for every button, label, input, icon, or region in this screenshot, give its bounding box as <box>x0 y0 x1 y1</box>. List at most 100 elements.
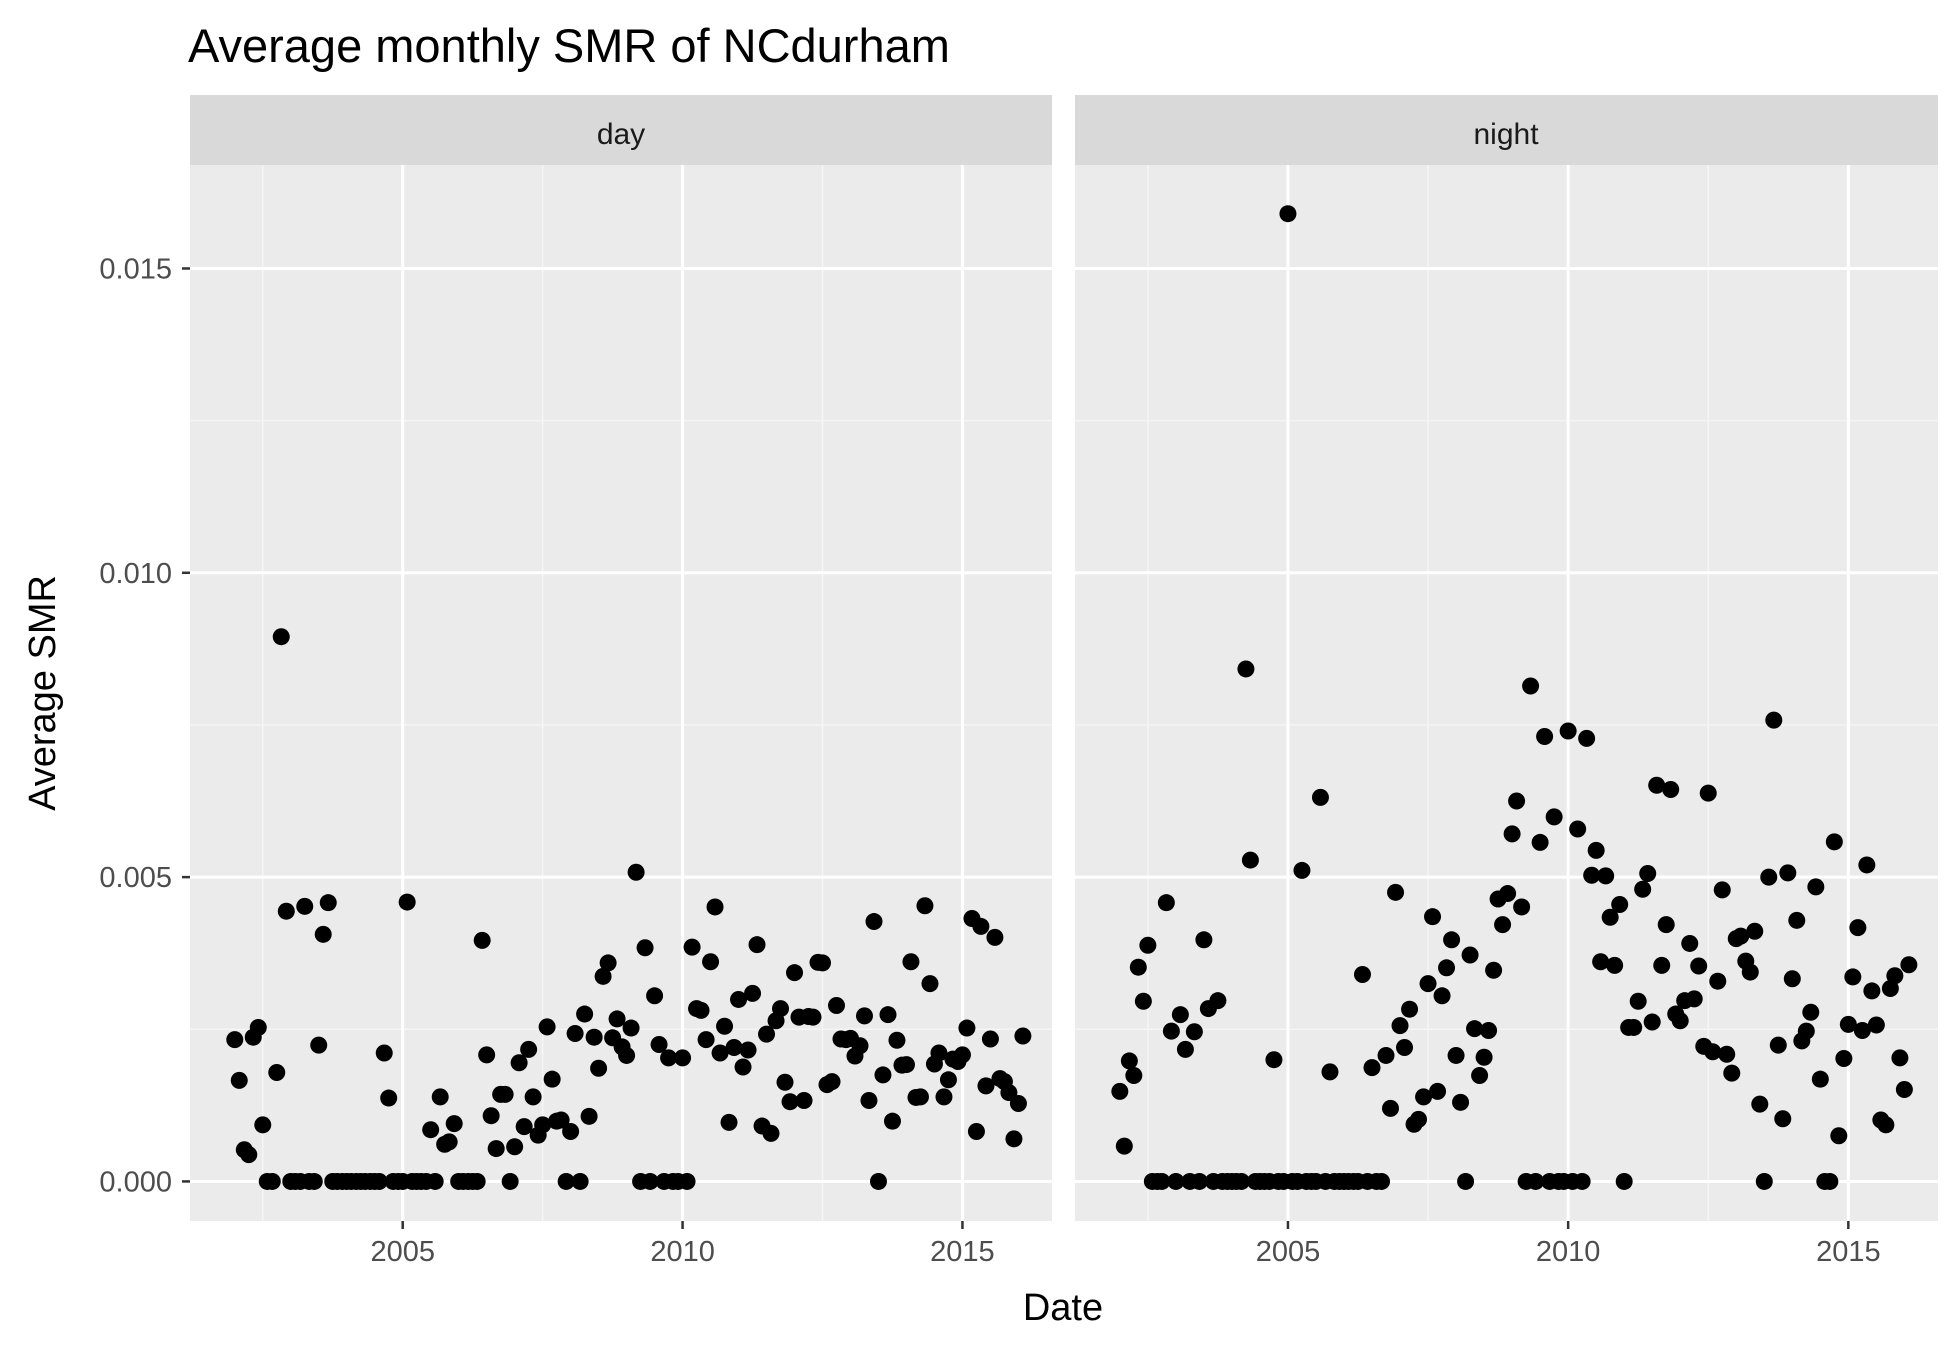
data-point <box>874 1066 892 1084</box>
data-point <box>1415 1088 1433 1106</box>
data-point <box>851 1037 869 1055</box>
data-point <box>869 1172 887 1190</box>
data-point <box>314 925 332 943</box>
y-tick-label: 0.000 <box>99 1166 172 1198</box>
data-point <box>1237 660 1255 678</box>
data-point <box>398 893 416 911</box>
data-point <box>1639 864 1657 882</box>
data-point <box>897 1056 915 1074</box>
data-point <box>1452 1093 1470 1111</box>
data-point <box>1000 1084 1018 1102</box>
data-point <box>468 1172 486 1190</box>
data-point <box>520 1040 538 1058</box>
data-point <box>1741 963 1759 981</box>
data-point <box>263 1172 281 1190</box>
data-point <box>1134 992 1152 1010</box>
data-point <box>1396 1039 1414 1057</box>
data-point <box>1485 961 1503 979</box>
x-tick-label: 2015 <box>930 1236 995 1268</box>
data-point <box>967 1123 985 1141</box>
x-tick-label: 2010 <box>650 1236 715 1268</box>
data-point <box>562 1123 580 1141</box>
facet-strip-night <box>1075 95 1938 165</box>
data-point <box>744 984 762 1002</box>
data-point <box>1601 908 1619 926</box>
data-point <box>1573 1172 1591 1190</box>
data-point <box>1265 1051 1283 1069</box>
data-point <box>1457 1172 1475 1190</box>
data-point <box>296 897 314 915</box>
data-point <box>585 1028 603 1046</box>
data-point <box>622 1019 640 1037</box>
data-point <box>277 902 295 920</box>
data-point <box>1863 982 1881 1000</box>
data-point <box>1569 820 1587 838</box>
data-point <box>981 1030 999 1048</box>
data-point <box>590 1059 608 1077</box>
data-point <box>1877 1116 1895 1134</box>
data-point <box>1653 956 1671 974</box>
facet-panel-night: night <box>1075 95 1938 1221</box>
data-point <box>1363 1059 1381 1077</box>
data-point <box>1014 1027 1032 1045</box>
data-point <box>1881 979 1899 997</box>
data-point <box>1190 1172 1208 1190</box>
data-point <box>496 1085 514 1103</box>
data-point <box>1611 896 1629 914</box>
data-point <box>370 1172 388 1190</box>
data-point <box>1783 970 1801 988</box>
data-point <box>781 1093 799 1111</box>
data-point <box>804 1008 822 1026</box>
data-point <box>1438 959 1456 977</box>
data-point <box>711 1044 729 1062</box>
facet-panel-day: day <box>190 95 1052 1221</box>
data-point <box>814 954 832 972</box>
data-point <box>268 1063 286 1081</box>
panel-background-night <box>1075 165 1938 1221</box>
data-point <box>1765 711 1783 729</box>
data-point <box>618 1046 636 1064</box>
data-point <box>1475 1048 1493 1066</box>
data-point <box>1373 1172 1391 1190</box>
data-point <box>828 997 845 1015</box>
data-point <box>272 628 290 646</box>
data-point <box>1895 1081 1913 1099</box>
data-point <box>786 964 804 982</box>
data-point <box>1615 1172 1633 1190</box>
data-point <box>473 931 491 949</box>
data-point <box>1797 1022 1815 1040</box>
data-point <box>1592 953 1610 971</box>
data-point <box>1713 881 1731 899</box>
data-point <box>1746 922 1764 940</box>
data-point <box>599 954 617 972</box>
data-point <box>375 1044 393 1062</box>
x-axis-day: 2005 2010 2015 <box>370 1221 995 1268</box>
data-point <box>1115 1137 1133 1155</box>
data-point <box>888 1031 906 1049</box>
data-point <box>254 1116 272 1134</box>
data-point <box>730 990 748 1008</box>
data-point <box>972 917 990 935</box>
data-point <box>1195 931 1213 949</box>
data-point <box>772 1000 790 1018</box>
data-point <box>305 1172 323 1190</box>
data-point <box>310 1036 328 1054</box>
y-tick-label: 0.005 <box>99 862 172 894</box>
points-day <box>226 628 1032 1190</box>
data-point <box>538 1018 556 1036</box>
x-axis-night: 2005 2010 2015 <box>1256 1221 1881 1268</box>
data-point <box>1279 205 1297 223</box>
data-point <box>543 1070 561 1088</box>
data-point <box>230 1071 248 1089</box>
data-point <box>1377 1046 1395 1064</box>
data-point <box>911 1088 929 1106</box>
data-point <box>1162 1022 1180 1040</box>
data-point <box>683 938 701 956</box>
data-point <box>1209 992 1227 1010</box>
data-point <box>1625 1018 1643 1036</box>
x-tick-label: 2005 <box>370 1236 435 1268</box>
y-tick-label: 0.015 <box>99 253 172 285</box>
data-point <box>953 1046 971 1064</box>
x-axis-title: Date <box>1023 1287 1103 1329</box>
